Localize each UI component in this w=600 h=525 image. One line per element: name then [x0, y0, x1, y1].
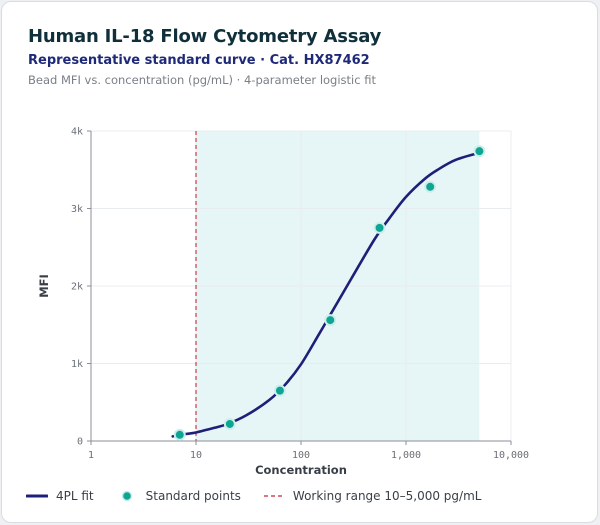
y-tick-label: 4k — [71, 127, 83, 138]
x-tick-label: 100 — [292, 450, 310, 461]
legend-label-fit: 4PL fit — [56, 489, 94, 503]
fit-line-swatch — [26, 494, 48, 498]
y-tick-label: 0 — [77, 437, 83, 448]
y-tick-label: 1k — [71, 359, 83, 370]
standard-point — [173, 428, 186, 441]
x-tick-label: 1 — [88, 450, 94, 461]
chart-description: Bead MFI vs. concentration (pg/mL) · 4-p… — [28, 73, 376, 87]
legend-label-points: Standard points — [145, 489, 241, 503]
chart-legend: 4PL fit Standard points Working range 10… — [26, 487, 503, 505]
y-tick-label: 2k — [71, 282, 83, 293]
chart-title: Human IL-18 Flow Cytometry Assay — [28, 26, 382, 47]
fit-curve-4pl — [171, 151, 481, 438]
standard-point — [223, 417, 236, 430]
standard-point — [324, 314, 337, 327]
standard-point — [373, 221, 386, 234]
legend-label-range: Working range 10–5,000 pg/mL — [292, 489, 482, 503]
point-swatch — [121, 490, 132, 502]
x-axis-title: Concentration — [255, 463, 347, 477]
x-tick-label: 1,000 — [391, 450, 421, 461]
standard-point — [273, 384, 286, 397]
standard-point — [473, 145, 486, 158]
range-line-swatch — [263, 495, 284, 497]
x-tick-label: 10 — [190, 450, 202, 461]
legend-item-fit: 4PL fit — [26, 489, 94, 503]
x-tick-label: 10,000 — [493, 450, 529, 461]
standard-point — [424, 180, 437, 193]
y-axis-title: MFI — [37, 274, 51, 298]
y-tick-label: 3k — [71, 204, 83, 215]
legend-item-range: Working range 10–5,000 pg/mL — [263, 489, 482, 503]
legend-item-points: Standard points — [116, 489, 241, 503]
chart-subtitle: Representative standard curve · Cat. HX8… — [28, 53, 370, 68]
